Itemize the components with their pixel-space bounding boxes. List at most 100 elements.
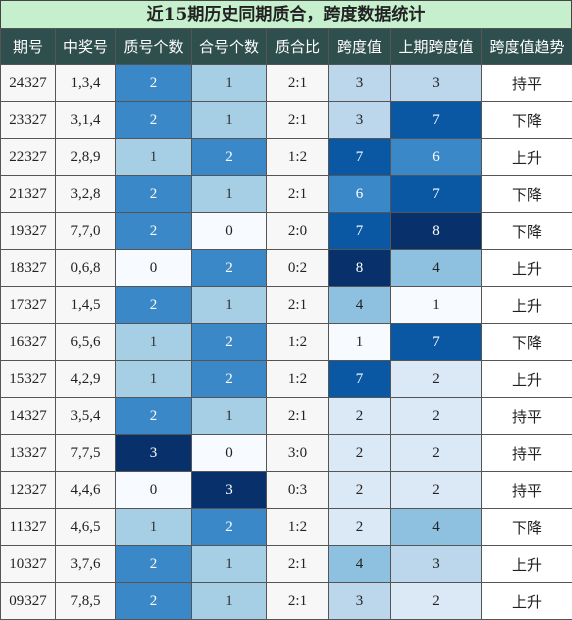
period-cell: 11327: [1, 509, 56, 546]
table-title: 近15期历史同期质合，跨度数据统计: [0, 0, 572, 30]
prime-count-cell: 3: [116, 435, 192, 472]
composite-count-cell: 3: [192, 472, 267, 509]
stats-table: 期号 中奖号 质号个数 合号个数 质合比 跨度值 上期跨度值 跨度值趋势 243…: [0, 28, 572, 620]
ratio-cell: 1:2: [267, 361, 329, 398]
period-cell: 17327: [1, 287, 56, 324]
ratio-cell: 2:1: [267, 287, 329, 324]
header-numbers: 中奖号: [56, 29, 116, 65]
trend-cell: 上升: [482, 361, 572, 398]
period-cell: 09327: [1, 583, 56, 620]
prime-count-cell: 2: [116, 398, 192, 435]
trend-cell: 上升: [482, 546, 572, 583]
prime-count-cell: 0: [116, 250, 192, 287]
winning-numbers-cell: 4,4,6: [56, 472, 116, 509]
trend-cell: 下降: [482, 176, 572, 213]
winning-numbers-cell: 0,6,8: [56, 250, 116, 287]
ratio-cell: 2:1: [267, 176, 329, 213]
trend-cell: 持平: [482, 472, 572, 509]
trend-cell: 下降: [482, 102, 572, 139]
period-cell: 16327: [1, 324, 56, 361]
trend-cell: 持平: [482, 435, 572, 472]
composite-count-cell: 0: [192, 435, 267, 472]
span-cell: 7: [329, 361, 391, 398]
span-cell: 2: [329, 398, 391, 435]
span-cell: 1: [329, 324, 391, 361]
prev-span-cell: 2: [391, 583, 482, 620]
period-cell: 19327: [1, 213, 56, 250]
header-span-trend: 跨度值趋势: [482, 29, 572, 65]
prev-span-cell: 2: [391, 472, 482, 509]
prime-count-cell: 1: [116, 324, 192, 361]
trend-cell: 上升: [482, 250, 572, 287]
ratio-cell: 0:2: [267, 250, 329, 287]
header-row: 期号 中奖号 质号个数 合号个数 质合比 跨度值 上期跨度值 跨度值趋势: [1, 29, 572, 65]
ratio-cell: 1:2: [267, 324, 329, 361]
span-cell: 2: [329, 509, 391, 546]
prime-count-cell: 2: [116, 583, 192, 620]
prev-span-cell: 2: [391, 361, 482, 398]
prime-count-cell: 2: [116, 65, 192, 102]
trend-cell: 上升: [482, 139, 572, 176]
header-composite-count: 合号个数: [192, 29, 267, 65]
period-cell: 14327: [1, 398, 56, 435]
composite-count-cell: 2: [192, 361, 267, 398]
ratio-cell: 2:1: [267, 65, 329, 102]
ratio-cell: 1:2: [267, 139, 329, 176]
span-cell: 3: [329, 583, 391, 620]
period-cell: 23327: [1, 102, 56, 139]
winning-numbers-cell: 3,7,6: [56, 546, 116, 583]
span-cell: 3: [329, 65, 391, 102]
prev-span-cell: 3: [391, 65, 482, 102]
winning-numbers-cell: 3,2,8: [56, 176, 116, 213]
composite-count-cell: 1: [192, 398, 267, 435]
period-cell: 10327: [1, 546, 56, 583]
ratio-cell: 2:1: [267, 398, 329, 435]
period-cell: 24327: [1, 65, 56, 102]
span-cell: 3: [329, 102, 391, 139]
winning-numbers-cell: 7,7,5: [56, 435, 116, 472]
composite-count-cell: 0: [192, 213, 267, 250]
prev-span-cell: 3: [391, 546, 482, 583]
composite-count-cell: 1: [192, 583, 267, 620]
ratio-cell: 2:0: [267, 213, 329, 250]
trend-cell: 下降: [482, 213, 572, 250]
winning-numbers-cell: 2,8,9: [56, 139, 116, 176]
span-cell: 8: [329, 250, 391, 287]
period-cell: 12327: [1, 472, 56, 509]
prev-span-cell: 8: [391, 213, 482, 250]
span-cell: 4: [329, 546, 391, 583]
composite-count-cell: 2: [192, 139, 267, 176]
prev-span-cell: 7: [391, 176, 482, 213]
winning-numbers-cell: 7,8,5: [56, 583, 116, 620]
composite-count-cell: 1: [192, 287, 267, 324]
span-cell: 6: [329, 176, 391, 213]
period-cell: 18327: [1, 250, 56, 287]
winning-numbers-cell: 1,3,4: [56, 65, 116, 102]
composite-count-cell: 1: [192, 102, 267, 139]
prime-count-cell: 2: [116, 287, 192, 324]
winning-numbers-cell: 7,7,0: [56, 213, 116, 250]
trend-cell: 上升: [482, 583, 572, 620]
composite-count-cell: 2: [192, 250, 267, 287]
prime-count-cell: 2: [116, 176, 192, 213]
prev-span-cell: 2: [391, 435, 482, 472]
winning-numbers-cell: 4,6,5: [56, 509, 116, 546]
prev-span-cell: 4: [391, 509, 482, 546]
trend-cell: 下降: [482, 324, 572, 361]
winning-numbers-cell: 4,2,9: [56, 361, 116, 398]
header-ratio: 质合比: [267, 29, 329, 65]
prime-count-cell: 2: [116, 213, 192, 250]
trend-cell: 持平: [482, 398, 572, 435]
